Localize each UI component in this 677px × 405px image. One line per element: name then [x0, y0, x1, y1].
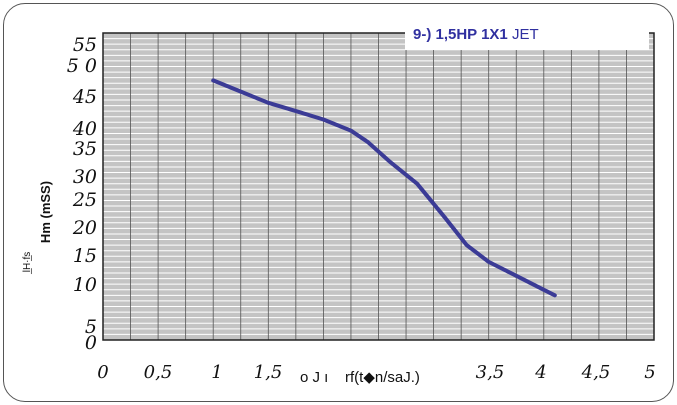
y-tick-label: 25 [72, 189, 97, 211]
y-tick-label: 20 [72, 217, 97, 239]
y-tick-label: 15 [73, 245, 97, 267]
x-tick-label: 1,5 [254, 362, 283, 383]
x-axis-label: o J ı rf(t◆n/saJ.) [300, 369, 420, 386]
y-tick-label: 0 [85, 332, 97, 354]
y-tick-label: 5 0 [67, 55, 97, 77]
x-tick-labels: 0 0,5 1 1,5 3,5 4 4,5 5 [97, 362, 655, 383]
x-tick-label: 5 [644, 362, 655, 383]
y-tick-label: 40 [72, 118, 97, 140]
y-tick-label: 35 [73, 138, 97, 160]
x-tick-label: 4,5 [581, 362, 611, 383]
x-tick-label: 3,5 [476, 362, 505, 383]
x-tick-label: 0,5 [144, 362, 173, 383]
chart-title-rest: JET [507, 26, 539, 43]
y-tick-label: 55 [73, 34, 97, 56]
x-tick-label: 1 [211, 362, 222, 383]
series-line [211, 78, 557, 298]
plot-border [102, 32, 655, 341]
y-tick-label: 5 [85, 316, 97, 338]
y-tick-label: 30 [73, 166, 97, 188]
chart-title-bold: 9-) 1,5HP 1X1 [413, 26, 508, 43]
y-tick-label: 10 [73, 274, 97, 296]
y-axis-label-extra: l̲H·f̲s [22, 252, 33, 274]
x-tick-label: 4 [534, 362, 546, 383]
y-tick-label: 45 [72, 86, 97, 108]
chart-title: 9-) 1,5HP 1X1 JET [405, 20, 649, 50]
grid-lines [103, 33, 654, 340]
x-tick-label: 0 [97, 362, 108, 383]
y-axis-label: Hm (mSS) [38, 181, 53, 243]
